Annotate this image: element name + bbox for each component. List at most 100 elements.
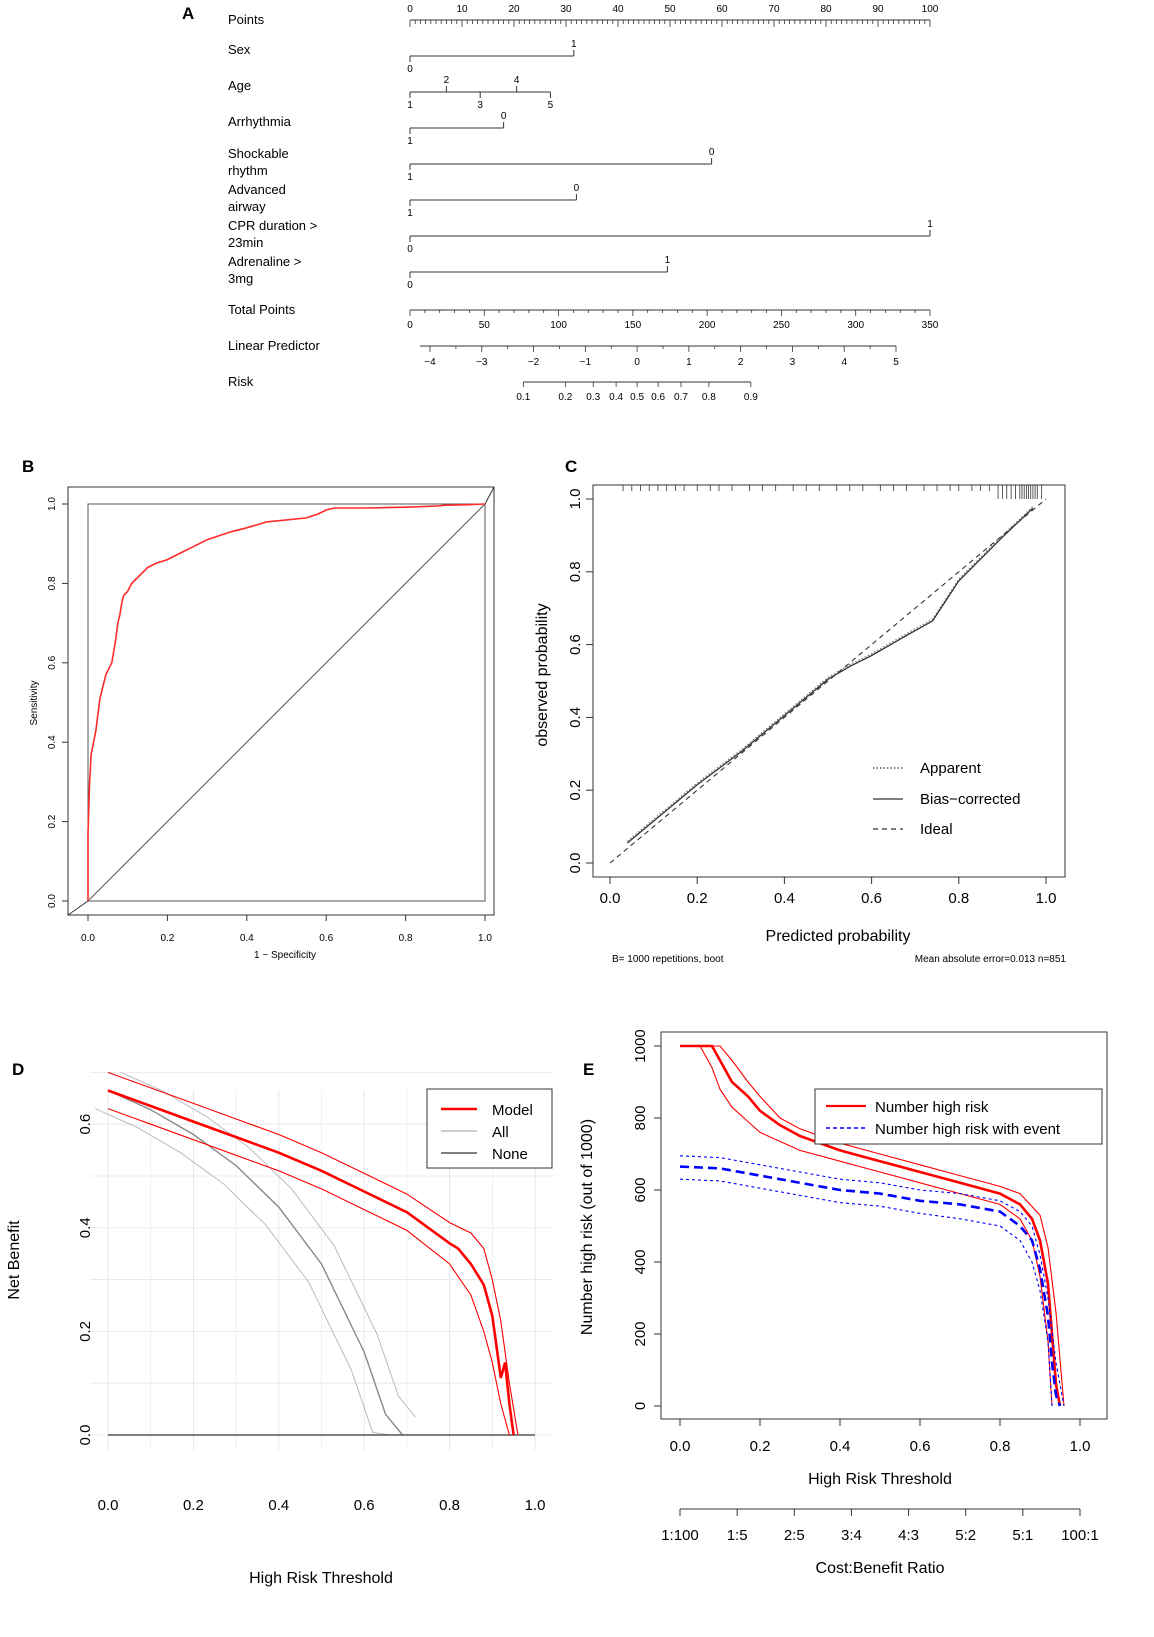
linear-predictor-tick-label: 5 bbox=[893, 357, 899, 368]
points-tick-label: 70 bbox=[768, 4, 780, 15]
calibration-y-label: observed probability bbox=[534, 603, 551, 746]
roc-y-tick-label: 0.4 bbox=[47, 735, 58, 749]
decision-legend-label: None bbox=[492, 1146, 528, 1163]
total-points-tick-label: 250 bbox=[773, 320, 790, 331]
decision-model-lower-line bbox=[107, 1108, 510, 1436]
decision-y-tick-label: 0.2 bbox=[77, 1321, 94, 1342]
total-points-tick-label: 150 bbox=[625, 320, 642, 331]
impact-cost-benefit-tick-label: 1:5 bbox=[727, 1527, 748, 1544]
calibration-legend-label: Bias−corrected bbox=[920, 791, 1020, 808]
nomogram-label: 23min bbox=[228, 235, 263, 250]
roc-curve bbox=[87, 503, 486, 901]
predictor-level-label: 1 bbox=[407, 100, 413, 111]
roc-reference-line bbox=[87, 503, 486, 902]
risk-tick-label: 0.9 bbox=[744, 392, 758, 403]
calibration-y-tick-label: 0.8 bbox=[567, 561, 584, 582]
impact-x-tick-label: 0.8 bbox=[990, 1438, 1011, 1455]
impact-x-tick-label: 0.0 bbox=[670, 1438, 691, 1455]
decision-all-ci-line bbox=[120, 1071, 416, 1418]
roc-x-tick-label: 0.2 bbox=[160, 933, 174, 944]
predictor-level-label: 0 bbox=[709, 147, 715, 158]
roc-x-tick-label: 0.4 bbox=[240, 933, 254, 944]
impact-with-event-line bbox=[679, 1165, 1062, 1407]
impact-legend-box bbox=[814, 1088, 1103, 1145]
decision-x-tick-label: 0.8 bbox=[439, 1497, 460, 1514]
decision-y-tick-label: 0.6 bbox=[77, 1114, 94, 1135]
nomogram-label: Points bbox=[228, 12, 265, 27]
panel-letter-e: E bbox=[583, 1060, 594, 1079]
predictor-level-label: 0 bbox=[407, 244, 413, 255]
calibration-x-tick-label: 1.0 bbox=[1036, 890, 1057, 907]
linear-predictor-tick-label: 2 bbox=[738, 357, 744, 368]
calibration-apparent-line bbox=[627, 505, 1034, 842]
nomogram-label: Risk bbox=[228, 374, 254, 389]
points-tick-label: 50 bbox=[664, 4, 676, 15]
nomogram-label: Age bbox=[228, 78, 251, 93]
decision-legend-box bbox=[426, 1088, 553, 1169]
roc-panel: 0.0 0.2 0.4 0.6 0.8 1.0 0.0 0.2 0.4 0.6 0.8 1.0 1 − … bbox=[29, 486, 495, 961]
nomogram-label: Linear Predictor bbox=[228, 338, 320, 353]
calibration-y-tick-label: 0.0 bbox=[567, 853, 584, 874]
risk-tick-label: 0.2 bbox=[558, 392, 572, 403]
roc-y-label: Sensitivity bbox=[29, 680, 40, 725]
impact-x-tick-label: 0.6 bbox=[910, 1438, 931, 1455]
calibration-legend-label: Ideal bbox=[920, 821, 953, 838]
calibration-ideal-line bbox=[609, 498, 1047, 864]
impact-x-tick-label: 0.4 bbox=[830, 1438, 851, 1455]
impact-cost-benefit-tick-label: 4:3 bbox=[898, 1527, 919, 1544]
decision-x-label: High Risk Threshold bbox=[249, 1570, 393, 1587]
roc-x-label: 1 − Specificity bbox=[254, 950, 316, 961]
nomogram-label: airway bbox=[228, 199, 266, 214]
points-tick-label: 10 bbox=[456, 4, 468, 15]
decision-x-tick-label: 0.2 bbox=[183, 1497, 204, 1514]
impact-cost-benefit-tick-label: 5:2 bbox=[955, 1527, 976, 1544]
impact-cost-benefit-tick-label: 5:1 bbox=[1012, 1527, 1033, 1544]
linear-predictor-tick-label: −2 bbox=[528, 357, 540, 368]
nomogram-label: CPR duration > bbox=[228, 218, 317, 233]
predictor-level-label: 4 bbox=[514, 75, 520, 86]
linear-predictor-tick-label: −3 bbox=[476, 357, 488, 368]
risk-tick-label: 0.5 bbox=[630, 392, 644, 403]
calibration-frame bbox=[592, 484, 1066, 878]
total-points-tick-label: 100 bbox=[550, 320, 567, 331]
nomogram-label: Arrhythmia bbox=[228, 114, 292, 129]
roc-y-tick-label: 0.0 bbox=[47, 894, 58, 908]
calibration-footnote-right: Mean absolute error=0.013 n=851 bbox=[915, 954, 1067, 965]
predictor-level-label: 1 bbox=[407, 136, 413, 147]
linear-predictor-tick-label: 0 bbox=[634, 357, 640, 368]
total-points-tick-label: 200 bbox=[699, 320, 716, 331]
roc-x-tick-label: 1.0 bbox=[478, 933, 492, 944]
decision-legend-label: All bbox=[492, 1124, 509, 1141]
impact-x-tick-label: 0.2 bbox=[750, 1438, 771, 1455]
nomogram-label: 3mg bbox=[228, 271, 253, 286]
linear-predictor-tick-label: 4 bbox=[841, 357, 847, 368]
predictor-level-label: 1 bbox=[407, 172, 413, 183]
impact-y-tick-label: 1000 bbox=[632, 1029, 649, 1062]
risk-tick-label: 0.1 bbox=[516, 392, 530, 403]
points-tick-label: 40 bbox=[612, 4, 624, 15]
decision-x-tick-label: 1.0 bbox=[525, 1497, 546, 1514]
roc-x-tick-label: 0.6 bbox=[319, 933, 333, 944]
nomogram-label: Sex bbox=[228, 42, 251, 57]
linear-predictor-tick-label: 3 bbox=[790, 357, 796, 368]
predictor-level-label: 0 bbox=[574, 183, 580, 194]
predictor-level-label: 0 bbox=[407, 280, 413, 291]
total-points-tick-label: 0 bbox=[407, 320, 413, 331]
decision-model-line bbox=[107, 1089, 515, 1436]
linear-predictor-tick-label: 1 bbox=[686, 357, 692, 368]
impact-cost-benefit-label: Cost:Benefit Ratio bbox=[816, 1560, 945, 1577]
decision-y-tick-label: 0.0 bbox=[77, 1425, 94, 1446]
impact-y-tick-label: 0 bbox=[632, 1402, 649, 1410]
impact-cost-benefit-tick-label: 100:1 bbox=[1061, 1527, 1099, 1544]
nomogram-label: rhythm bbox=[228, 163, 268, 178]
impact-y-tick-label: 600 bbox=[632, 1177, 649, 1202]
impact-cost-benefit-tick-label: 2:5 bbox=[784, 1527, 805, 1544]
points-tick-label: 100 bbox=[922, 4, 939, 15]
nomogram-label: Adrenaline > bbox=[228, 254, 301, 269]
impact-y-tick-label: 200 bbox=[632, 1321, 649, 1346]
panel-letter-c: C bbox=[565, 457, 577, 476]
panel-letter-d: D bbox=[12, 1060, 24, 1079]
impact-high-risk-upper-line bbox=[680, 1045, 1065, 1407]
panel-letter-a: A bbox=[182, 4, 194, 23]
